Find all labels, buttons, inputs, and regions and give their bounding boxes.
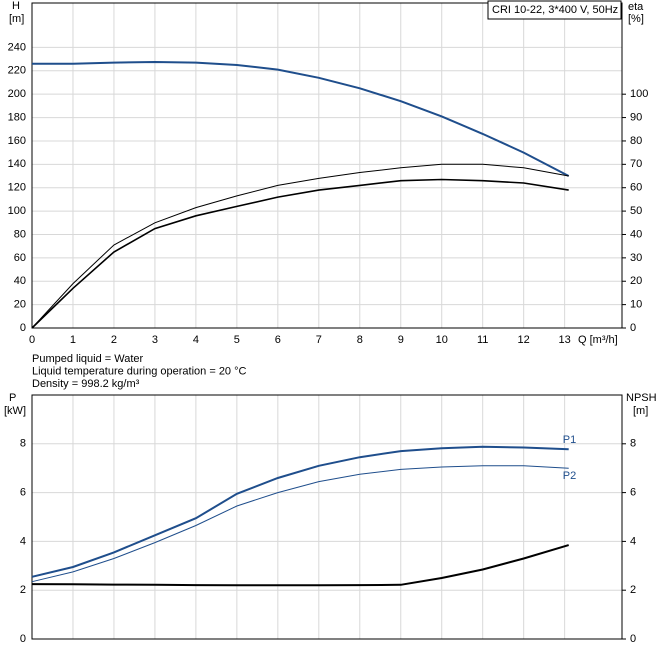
y2-axis-label: eta <box>628 1 644 13</box>
y2-tick-label: 6 <box>630 487 636 499</box>
y2-tick-label: 50 <box>630 205 642 217</box>
annotation: Density = 998.2 kg/m³ <box>32 378 140 390</box>
y2-tick-label: 8 <box>630 438 636 450</box>
y2-tick-label: 20 <box>630 275 642 287</box>
y-tick-label: 8 <box>20 438 26 450</box>
x-tick-label: 3 <box>152 334 158 346</box>
x-tick-label: 8 <box>357 334 363 346</box>
y2-tick-label: 80 <box>630 135 642 147</box>
y-tick-label: 160 <box>8 135 26 147</box>
x-tick-label: 2 <box>111 334 117 346</box>
series-label: P1 <box>563 434 576 446</box>
y-tick-label: 6 <box>20 487 26 499</box>
series-label: P2 <box>563 470 576 482</box>
curve <box>32 60 570 177</box>
curve <box>31 445 569 578</box>
y-tick-label: 4 <box>20 535 26 547</box>
x-tick-label: 12 <box>518 334 530 346</box>
y2-axis-unit: [m] <box>633 405 648 417</box>
curve <box>31 163 569 329</box>
y-tick-label: 60 <box>14 252 26 264</box>
x-tick-label: 0 <box>29 334 35 346</box>
y-tick-label: 20 <box>14 299 26 311</box>
plot-frame <box>31 394 623 640</box>
curve <box>31 178 569 329</box>
y2-tick-label: 4 <box>630 535 636 547</box>
y2-tick-label: 40 <box>630 228 642 240</box>
y2-tick-label: 70 <box>630 158 642 170</box>
x-tick-label: 7 <box>316 334 322 346</box>
y-tick-label: 120 <box>8 182 26 194</box>
y2-tick-label: 100 <box>630 88 648 100</box>
y2-tick-label: 60 <box>630 182 642 194</box>
annotation: Liquid temperature during operation = 20… <box>32 365 247 377</box>
y2-tick-label: 10 <box>630 299 642 311</box>
y-tick-label: 220 <box>8 65 26 77</box>
x-tick-label: 6 <box>275 334 281 346</box>
x-tick-label: 10 <box>436 334 448 346</box>
x-tick-label: 1 <box>70 334 76 346</box>
y-tick-label: 40 <box>14 275 26 287</box>
x-tick-label: 4 <box>193 334 199 346</box>
y-tick-label: 2 <box>20 584 26 596</box>
x-tick-label: 11 <box>477 334 488 346</box>
y2-tick-label: 30 <box>630 252 642 264</box>
x-tick-label: 13 <box>559 334 571 346</box>
y-tick-label: 80 <box>14 228 26 240</box>
annotation: CRI 10-22, 3*400 V, 50Hz <box>492 4 618 16</box>
curve <box>31 465 569 583</box>
annotation: Pumped liquid = Water <box>32 353 144 365</box>
y-tick-label: 0 <box>20 322 26 334</box>
y-tick-label: 0 <box>20 633 26 645</box>
y2-tick-label: 2 <box>630 584 636 596</box>
y-axis-label: H <box>12 0 20 12</box>
curve <box>31 544 569 587</box>
y-tick-label: 240 <box>8 41 26 53</box>
y-tick-label: 200 <box>8 88 26 100</box>
y2-tick-label: 90 <box>630 111 642 123</box>
y-axis-unit: [kW] <box>4 405 26 417</box>
y-tick-label: 100 <box>8 205 26 217</box>
y-tick-label: 140 <box>8 158 26 170</box>
y-axis-unit: [m] <box>9 13 24 25</box>
y-axis-label: P <box>9 392 16 404</box>
x-tick-label: 9 <box>398 334 404 346</box>
x-tick-label: 5 <box>234 334 240 346</box>
y2-axis-label: NPSH <box>626 392 657 404</box>
x-axis-label: Q [m³/h] <box>578 334 618 346</box>
y2-tick-label: 0 <box>630 322 636 334</box>
y2-tick-label: 0 <box>630 633 636 645</box>
plot-frame <box>31 2 623 329</box>
y2-axis-unit: [%] <box>628 13 644 25</box>
annotation-box <box>487 0 622 20</box>
y-tick-label: 180 <box>8 111 26 123</box>
